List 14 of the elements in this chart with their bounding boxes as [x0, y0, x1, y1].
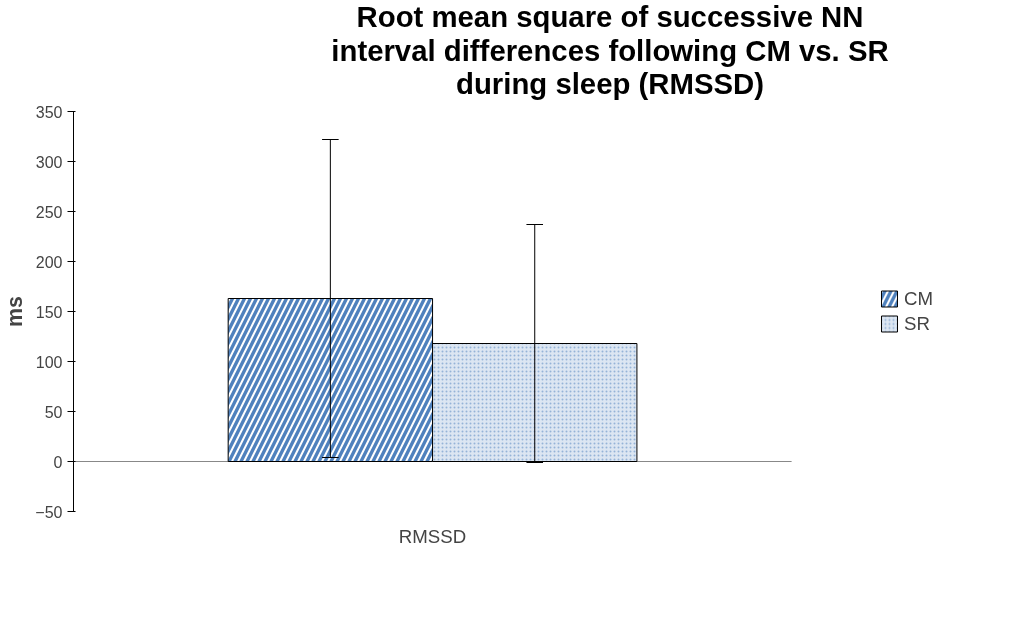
y-tick-label: 100	[35, 353, 63, 371]
legend-label: SR	[903, 312, 930, 335]
legend-label: CM	[903, 287, 933, 310]
y-tick-label: 50	[44, 403, 63, 421]
y-tick-label: −50	[35, 503, 63, 521]
x-tick-label: RMSSD	[398, 525, 467, 547]
y-tick-label: 0	[53, 453, 63, 471]
y-tick-label: 150	[35, 303, 63, 321]
y-tick-label: 250	[35, 203, 63, 221]
y-axis-title: ms	[3, 296, 28, 328]
y-tick-label: 300	[35, 153, 63, 171]
chart-title: Root mean square of successive NN interval differences following CM vs. SR during sleep (RMSSD)	[330, 0, 890, 102]
y-tick-label: 350	[35, 103, 63, 121]
y-tick-label: 200	[35, 253, 63, 271]
